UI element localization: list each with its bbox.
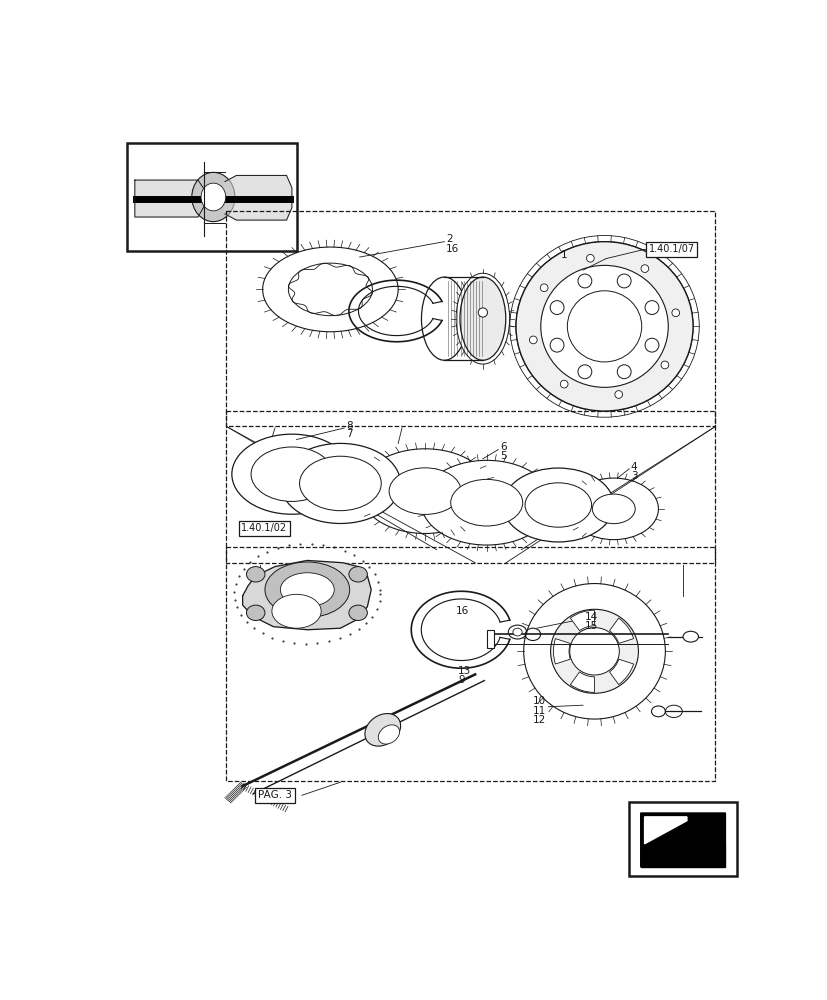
Ellipse shape [560, 380, 567, 388]
Ellipse shape [682, 631, 698, 642]
Text: 1: 1 [560, 250, 566, 260]
Ellipse shape [508, 625, 526, 639]
Text: 9: 9 [457, 675, 464, 685]
Bar [486, 630, 494, 648]
Bar [629, 802, 736, 876]
Ellipse shape [644, 301, 658, 314]
Ellipse shape [671, 309, 679, 317]
Polygon shape [225, 175, 292, 220]
Polygon shape [640, 813, 724, 867]
Ellipse shape [232, 434, 351, 514]
Ellipse shape [577, 274, 591, 288]
Ellipse shape [515, 242, 692, 411]
Ellipse shape [359, 449, 490, 533]
Ellipse shape [478, 308, 487, 317]
Text: 11: 11 [532, 706, 545, 716]
Ellipse shape [288, 263, 372, 316]
Ellipse shape [550, 609, 638, 693]
Ellipse shape [523, 584, 665, 719]
Ellipse shape [515, 242, 692, 411]
Text: 3: 3 [630, 471, 637, 481]
Wedge shape [570, 610, 594, 631]
Ellipse shape [246, 567, 265, 582]
Ellipse shape [540, 284, 547, 292]
Text: 2: 2 [446, 234, 452, 244]
Ellipse shape [616, 365, 630, 379]
Ellipse shape [614, 391, 622, 398]
Ellipse shape [540, 265, 667, 387]
Ellipse shape [201, 183, 226, 211]
Text: 6: 6 [500, 442, 506, 452]
Text: 16: 16 [456, 606, 469, 616]
Ellipse shape [378, 725, 399, 744]
Ellipse shape [389, 468, 461, 514]
Text: 15: 15 [584, 621, 597, 631]
Ellipse shape [660, 361, 668, 369]
Ellipse shape [421, 277, 466, 360]
Text: 10: 10 [533, 696, 545, 706]
Ellipse shape [450, 479, 522, 526]
Text: 16: 16 [446, 244, 459, 254]
Text: 1.40.1/02: 1.40.1/02 [241, 523, 287, 533]
Ellipse shape [246, 605, 265, 620]
Ellipse shape [568, 478, 657, 540]
Ellipse shape [365, 714, 400, 746]
Ellipse shape [566, 291, 641, 362]
Ellipse shape [549, 301, 563, 314]
Text: 12: 12 [532, 715, 545, 725]
Wedge shape [609, 659, 633, 685]
Wedge shape [570, 672, 594, 692]
Ellipse shape [421, 460, 552, 545]
Ellipse shape [299, 456, 380, 511]
Ellipse shape [251, 447, 332, 501]
Ellipse shape [265, 562, 349, 617]
Ellipse shape [192, 172, 235, 222]
Text: 13: 13 [457, 666, 471, 676]
Ellipse shape [271, 594, 321, 628]
Ellipse shape [456, 273, 509, 364]
Text: 5: 5 [500, 451, 506, 461]
Ellipse shape [524, 483, 590, 527]
Polygon shape [640, 845, 724, 867]
Polygon shape [242, 560, 370, 630]
Ellipse shape [640, 265, 648, 272]
Wedge shape [609, 618, 633, 643]
Text: 1.40.1/07: 1.40.1/07 [648, 244, 694, 254]
Ellipse shape [262, 247, 398, 332]
Ellipse shape [502, 468, 613, 542]
Polygon shape [643, 817, 686, 844]
Text: 14: 14 [584, 612, 597, 622]
Bar [127, 143, 296, 251]
Text: 7: 7 [346, 429, 352, 439]
Ellipse shape [586, 254, 594, 262]
Ellipse shape [569, 628, 619, 675]
Ellipse shape [616, 274, 630, 288]
Bar [227, 411, 715, 563]
Ellipse shape [651, 706, 665, 717]
Ellipse shape [591, 494, 634, 524]
Ellipse shape [528, 336, 537, 344]
Bar [227, 547, 715, 781]
Polygon shape [135, 180, 209, 217]
Text: 8: 8 [346, 421, 352, 431]
Bar [227, 211, 715, 426]
Ellipse shape [577, 365, 591, 379]
Ellipse shape [348, 567, 367, 582]
Ellipse shape [348, 605, 367, 620]
Text: PAG. 3: PAG. 3 [258, 790, 292, 800]
Ellipse shape [460, 277, 505, 360]
Ellipse shape [280, 573, 334, 607]
Ellipse shape [280, 443, 400, 523]
Ellipse shape [644, 338, 658, 352]
Ellipse shape [549, 338, 563, 352]
Ellipse shape [512, 628, 522, 636]
Wedge shape [552, 639, 570, 664]
Text: 4: 4 [630, 462, 637, 472]
